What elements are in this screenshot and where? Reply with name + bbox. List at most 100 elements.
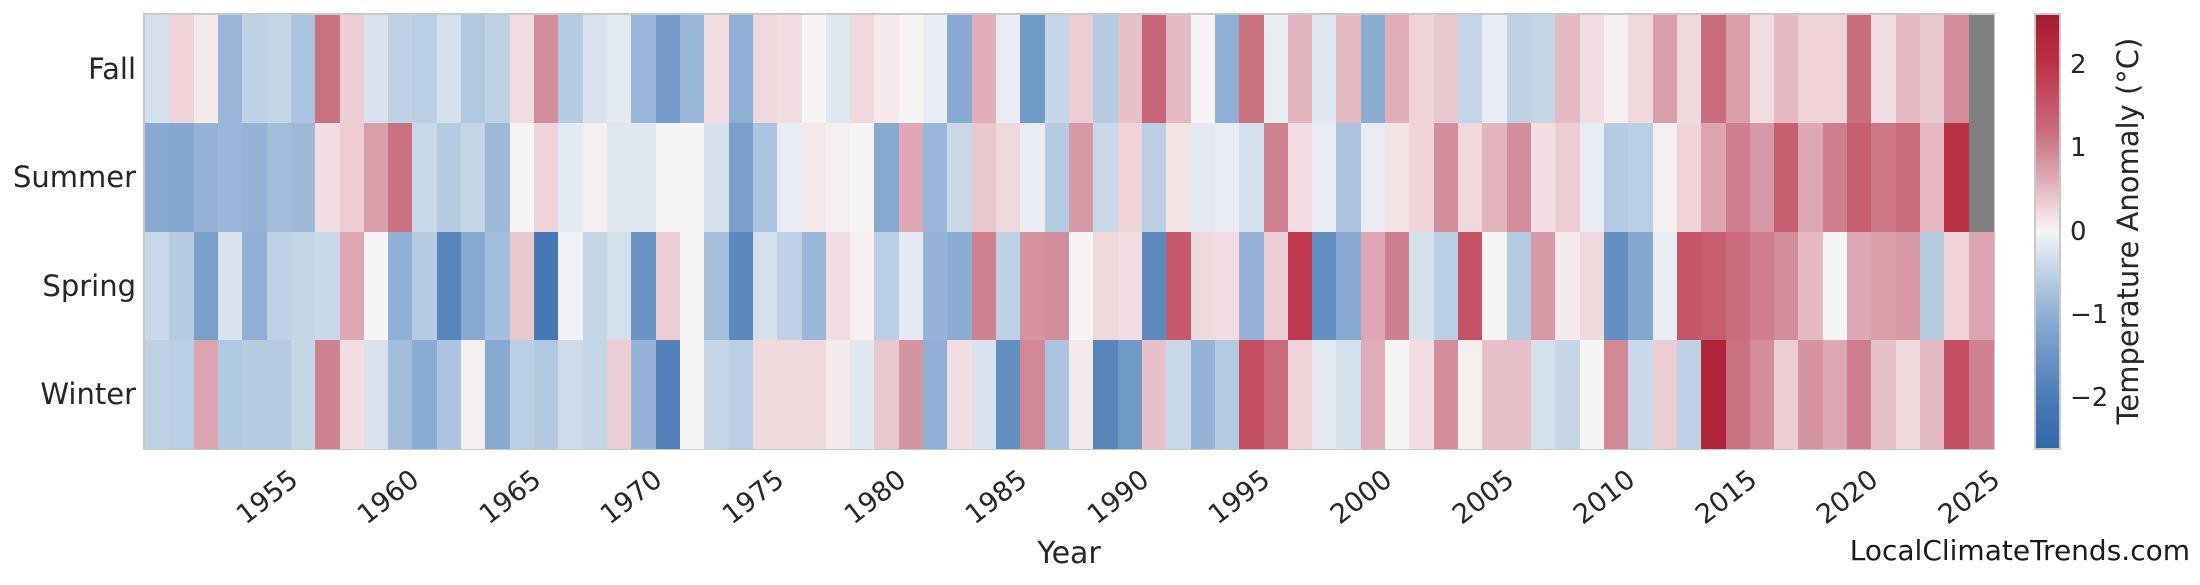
heatmap-cell — [534, 231, 560, 341]
heatmap-cell — [1847, 339, 1873, 449]
heatmap-cell — [679, 339, 705, 449]
heatmap-cell — [1774, 123, 1800, 233]
x-tick-label: 2010 — [1567, 464, 1642, 531]
heatmap-cell — [1093, 15, 1119, 124]
heatmap-cell — [315, 339, 341, 449]
heatmap-cell — [898, 123, 924, 233]
heatmap-cell — [315, 123, 341, 233]
heatmap-cell — [339, 339, 365, 449]
heatmap-cell — [1336, 231, 1362, 341]
heatmap-cell — [1701, 15, 1727, 124]
heatmap-cell — [1166, 15, 1192, 124]
x-tick-label: 1980 — [838, 464, 912, 531]
heatmap-cell — [1920, 15, 1946, 124]
heatmap-cell — [1214, 123, 1240, 233]
heatmap-cell — [1676, 123, 1702, 233]
colorbar-tick-label: −1 — [2070, 299, 2109, 330]
heatmap-cell — [1749, 339, 1775, 449]
heatmap-cell — [1506, 123, 1532, 233]
heatmap-cell — [1409, 15, 1435, 124]
heatmap-cell — [874, 15, 900, 124]
heatmap-cell — [217, 339, 243, 449]
x-tick-label: 1960 — [352, 464, 426, 531]
heatmap-cell — [1531, 339, 1557, 449]
heatmap-cell — [1093, 339, 1119, 449]
heatmap-cell — [388, 123, 414, 233]
heatmap-cell — [558, 339, 584, 449]
heatmap-cell — [1895, 339, 1921, 449]
x-tick-label: 2015 — [1689, 464, 1763, 531]
heatmap-cell — [631, 231, 657, 341]
heatmap-cell — [217, 123, 243, 233]
heatmap-cell — [582, 123, 608, 233]
heatmap-cell — [825, 231, 851, 341]
heatmap-cell — [1433, 339, 1459, 449]
heatmap-cell — [509, 15, 535, 124]
heatmap-cell — [412, 231, 438, 341]
heatmap-cell — [1385, 231, 1411, 341]
heatmap-cell — [1433, 15, 1459, 124]
heatmap-cell — [1020, 339, 1046, 449]
heatmap-cell — [509, 231, 535, 341]
heatmap-cell — [1822, 15, 1848, 124]
heatmap-cell — [485, 231, 511, 341]
heatmap-cell — [485, 123, 511, 233]
heatmap-cell — [1895, 231, 1921, 341]
heatmap-cell — [752, 15, 778, 124]
heatmap-cell — [777, 15, 803, 124]
heatmap-cell — [290, 231, 316, 341]
heatmap-cell — [1214, 231, 1240, 341]
heatmap-cell — [1822, 123, 1848, 233]
colorbar-tick-label: 0 — [2070, 216, 2087, 247]
heatmap-cell — [436, 231, 462, 341]
heatmap-cell — [1749, 231, 1775, 341]
heatmap-cell — [1336, 339, 1362, 449]
heatmap-cell — [825, 123, 851, 233]
heatmap-cell — [947, 15, 973, 124]
heatmap-cell — [266, 123, 292, 233]
heatmap-cell — [996, 15, 1022, 124]
heatmap-cell — [923, 339, 949, 449]
heatmap-cell — [1458, 123, 1484, 233]
heatmap-cell — [971, 15, 997, 124]
heatmap-cell — [1166, 339, 1192, 449]
heatmap-cell — [850, 339, 876, 449]
heatmap-cell — [1044, 15, 1070, 124]
heatmap-cell — [339, 123, 365, 233]
heatmap-cell — [971, 231, 997, 341]
heatmap-cell — [947, 123, 973, 233]
heatmap-cell — [1531, 123, 1557, 233]
heatmap-cell — [1944, 123, 1970, 233]
heatmap-cell — [655, 15, 681, 124]
heatmap-cell — [728, 15, 754, 124]
heatmap-cell — [728, 123, 754, 233]
x-tick-label: 1970 — [595, 464, 669, 531]
heatmap-cell — [947, 231, 973, 341]
heatmap-cell — [1555, 15, 1581, 124]
heatmap-cell — [1968, 231, 1994, 341]
heatmap-cell — [1385, 339, 1411, 449]
heatmap-cell — [1895, 123, 1921, 233]
heatmap-cell — [704, 231, 730, 341]
colorbar-tick-label: 1 — [2070, 133, 2087, 164]
heatmap-cell — [923, 231, 949, 341]
heatmap-cell — [1093, 123, 1119, 233]
heatmap-cell — [461, 231, 487, 341]
heatmap-cell — [947, 339, 973, 449]
heatmap-cell — [436, 339, 462, 449]
watermark-text: LocalClimateTrends.com — [1849, 534, 2190, 567]
heatmap-cell — [217, 15, 243, 124]
heatmap-cell — [290, 15, 316, 124]
heatmap-cell — [461, 339, 487, 449]
heatmap-cell — [1652, 15, 1678, 124]
heatmap-cell — [315, 15, 341, 124]
heatmap-cell — [1725, 123, 1751, 233]
colorbar-tick-label: 2 — [2070, 49, 2087, 80]
heatmap-cell — [1871, 339, 1897, 449]
heatmap-cell — [1749, 15, 1775, 124]
heatmap-cell — [850, 123, 876, 233]
heatmap-cell — [850, 231, 876, 341]
heatmap-cell — [1628, 231, 1654, 341]
heatmap-cell — [1044, 231, 1070, 341]
heatmap-cell — [1482, 15, 1508, 124]
